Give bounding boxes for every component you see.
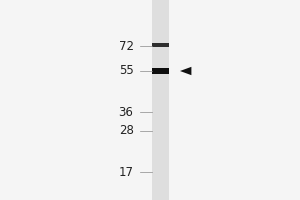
Bar bbox=[152, 43, 169, 47]
Text: 72: 72 bbox=[118, 40, 134, 52]
Text: 17: 17 bbox=[118, 166, 134, 178]
Bar bbox=[152, 68, 169, 74]
Text: 55: 55 bbox=[119, 64, 134, 77]
Text: 36: 36 bbox=[118, 106, 134, 118]
Polygon shape bbox=[180, 67, 191, 75]
Bar bbox=[152, 0, 169, 200]
Text: 28: 28 bbox=[118, 124, 134, 138]
